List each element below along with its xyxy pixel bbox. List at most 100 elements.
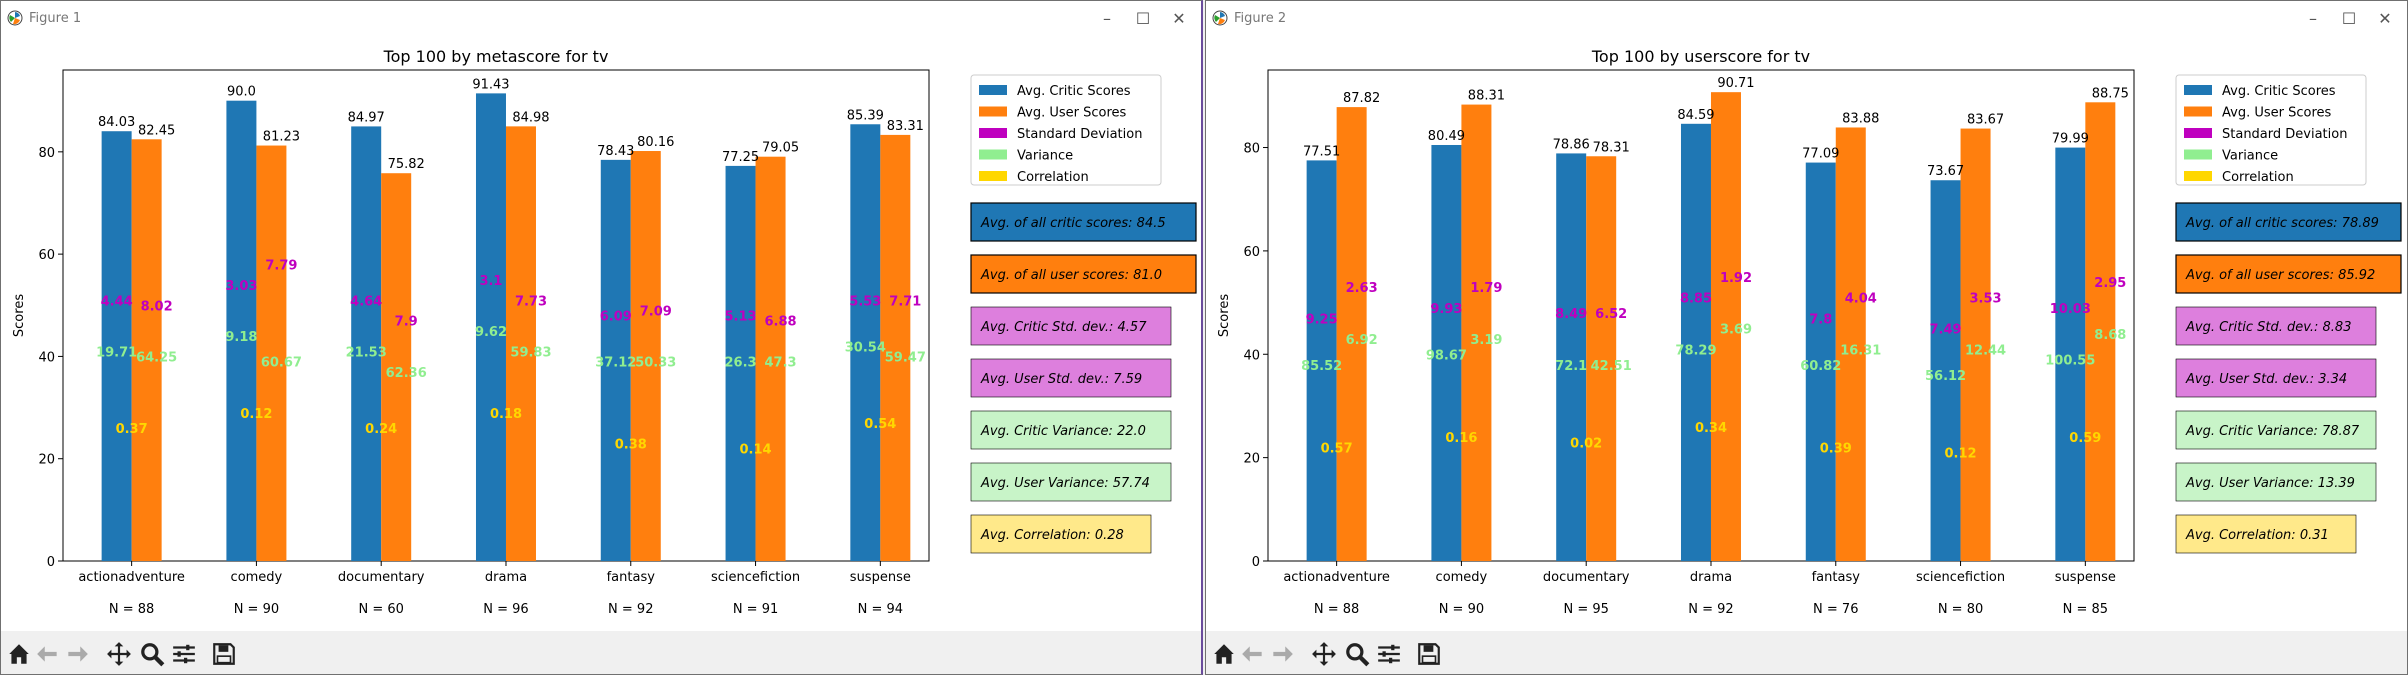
save-button[interactable]	[209, 639, 239, 669]
count-label: N = 60	[358, 602, 403, 617]
user-value-label: 82.45	[138, 123, 175, 138]
title-bar[interactable]: Figure 2 – ☐ ✕	[1206, 1, 2407, 35]
figure-canvas[interactable]: Top 100 by metascore for tv Scores 0 20 40 60…	[1, 35, 1201, 631]
pan-button[interactable]	[1309, 639, 1339, 669]
window-title: Figure 2	[1234, 11, 1287, 26]
correlation-label: 0.59	[2069, 431, 2101, 446]
user-score-bar	[505, 126, 536, 562]
title-bar[interactable]: Figure 1 – ☐ ✕	[1, 1, 1201, 35]
legend-swatch	[2184, 106, 2212, 117]
save-button[interactable]	[1414, 639, 1444, 669]
user-std-label: 2.95	[2094, 276, 2126, 291]
x-tick-label: actionadventure	[1283, 570, 1390, 585]
correlation-label: 0.02	[1570, 436, 1602, 451]
count-label: N = 80	[1938, 602, 1983, 617]
critic-value-label: 84.03	[98, 115, 135, 130]
summary-box	[970, 462, 1172, 502]
summary-text: Avg. Critic Variance: 22.0	[980, 424, 1146, 439]
summary-box	[970, 254, 1197, 294]
back-button[interactable]	[1238, 639, 1268, 669]
correlation-label: 0.54	[864, 417, 896, 432]
summary-text: Avg. User Std. dev.: 7.59	[980, 372, 1142, 387]
critic-variance-label: 56.12	[1925, 369, 1966, 384]
critic-score-bar	[1431, 144, 1462, 562]
zoom-button[interactable]	[137, 639, 167, 669]
y-tick-label: 0	[1252, 555, 1260, 570]
pan-button[interactable]	[104, 639, 134, 669]
home-icon	[9, 644, 29, 664]
correlation-label: 0.24	[365, 422, 397, 437]
count-label: N = 90	[1439, 602, 1484, 617]
home-icon	[1214, 644, 1234, 664]
configure-button[interactable]	[169, 639, 199, 669]
critic-variance-label: 72.1	[1555, 359, 1587, 374]
critic-variance-label: 21.53	[346, 345, 387, 360]
critic-value-label: 77.51	[1303, 144, 1340, 159]
legend-swatch	[2184, 149, 2212, 160]
critic-std-label: 8.85	[1680, 292, 1712, 307]
critic-variance-label: 85.52	[1301, 359, 1342, 374]
summary-box	[970, 202, 1197, 242]
home-button[interactable]	[4, 639, 34, 669]
x-tick-label: fantasy	[1812, 570, 1861, 585]
user-value-label: 83.31	[887, 119, 924, 134]
user-variance-label: 50.33	[635, 356, 676, 371]
user-score-bar	[630, 151, 661, 561]
summary-text: Avg. of all critic scores: 84.5	[980, 216, 1166, 231]
minimize-button[interactable]: –	[2309, 8, 2317, 28]
user-score-bar	[1710, 92, 1741, 561]
legend-label: Variance	[2222, 149, 2278, 164]
save-icon	[1418, 643, 1440, 665]
critic-std-label: 9.93	[1430, 302, 1462, 317]
back-button[interactable]	[33, 639, 63, 669]
user-value-label: 90.71	[1717, 76, 1754, 91]
user-value-label: 88.31	[1468, 89, 1505, 104]
critic-variance-label: 9.62	[475, 325, 507, 340]
summary-text: Avg. Critic Std. dev.: 8.83	[2185, 320, 2351, 335]
count-label: N = 94	[858, 602, 903, 617]
minimize-button[interactable]: –	[1103, 8, 1111, 28]
maximize-button[interactable]: ☐	[1135, 8, 1151, 28]
critic-value-label: 84.59	[1677, 108, 1714, 123]
figure-canvas[interactable]: Top 100 by userscore for tv Scores 0 20 40 60…	[1206, 35, 2406, 631]
x-tick-label: suspense	[850, 570, 911, 585]
summary-box	[970, 514, 1152, 554]
critic-score-bar	[351, 126, 382, 562]
user-std-label: 7.79	[265, 258, 297, 273]
close-button[interactable]: ✕	[1172, 8, 1186, 28]
critic-score-bar	[2055, 147, 2086, 561]
forward-button[interactable]	[62, 639, 92, 669]
close-button[interactable]: ✕	[2378, 8, 2392, 28]
summary-box	[2175, 306, 2377, 346]
y-tick-label: 80	[38, 146, 55, 161]
x-tick-label: sciencefiction	[1916, 570, 2005, 585]
configure-button[interactable]	[1374, 639, 1404, 669]
maximize-button[interactable]: ☐	[2341, 8, 2357, 28]
count-label: N = 90	[234, 602, 279, 617]
zoom-button[interactable]	[1342, 639, 1372, 669]
legend-label: Correlation	[2222, 170, 2294, 185]
user-std-label: 6.52	[1595, 307, 1627, 322]
user-std-label: 7.73	[515, 294, 547, 309]
correlation-label: 0.14	[740, 443, 772, 458]
user-std-label: 7.09	[640, 305, 672, 320]
pan-icon	[107, 642, 131, 666]
home-button[interactable]	[1209, 639, 1239, 669]
user-std-label: 1.92	[1720, 271, 1752, 286]
legend-swatch	[2184, 85, 2212, 95]
y-tick-label: 60	[38, 248, 55, 263]
x-tick-label: documentary	[338, 570, 425, 585]
user-variance-label: 59.83	[510, 345, 551, 360]
user-std-label: 7.9	[395, 315, 418, 330]
x-tick-label: sciencefiction	[711, 570, 800, 585]
chart-title: Top 100 by metascore for tv	[383, 47, 609, 66]
x-tick-label: comedy	[1436, 570, 1488, 585]
user-std-label: 4.04	[1845, 292, 1877, 307]
critic-variance-label: 98.67	[1426, 348, 1467, 363]
correlation-label: 0.37	[116, 422, 148, 437]
summary-box	[2175, 202, 2402, 242]
user-std-label: 3.53	[1970, 292, 2002, 307]
pan-icon	[1312, 642, 1336, 666]
user-value-label: 83.67	[1967, 113, 2004, 128]
forward-button[interactable]	[1267, 639, 1297, 669]
